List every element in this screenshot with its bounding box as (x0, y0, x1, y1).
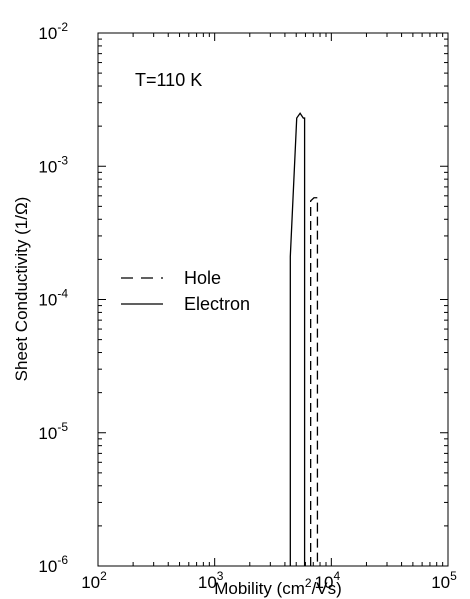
series-line-electron (289, 112, 306, 566)
x-axis-title-sup: 2 (305, 576, 312, 590)
x-tick-label: 105 (431, 569, 457, 592)
x-tick-label: 102 (81, 569, 107, 592)
y-tick-label: 10-6 (38, 553, 68, 576)
annotation-temperature: T=110 K (135, 70, 202, 90)
legend: Hole Electron (121, 268, 250, 314)
legend-label-electron: Electron (184, 294, 250, 314)
y-tick-label: 10-5 (38, 420, 68, 443)
legend-label-hole: Hole (184, 268, 221, 288)
x-tick-label: 103 (198, 569, 224, 592)
axis-ticks: 102 103 104 105 10-6 10-5 10-4 10-3 10-2 (38, 20, 457, 592)
x-tick-label: 104 (315, 569, 341, 592)
x-axis-title-tail: /Vs) (312, 579, 342, 598)
y-tick-label: 10-4 (38, 287, 68, 310)
x-axis-title: Mobility (cm2/Vs) (214, 576, 342, 598)
plot-frame (97, 32, 449, 567)
y-axis-title: Sheet Conductivity (1/Ω) (12, 197, 31, 382)
series-line-hole (310, 197, 319, 566)
series-lines (289, 112, 319, 566)
y-tick-label: 10-2 (38, 20, 68, 43)
y-tick-label: 10-3 (38, 153, 68, 176)
x-axis-title-main: Mobility (cm (214, 579, 305, 598)
